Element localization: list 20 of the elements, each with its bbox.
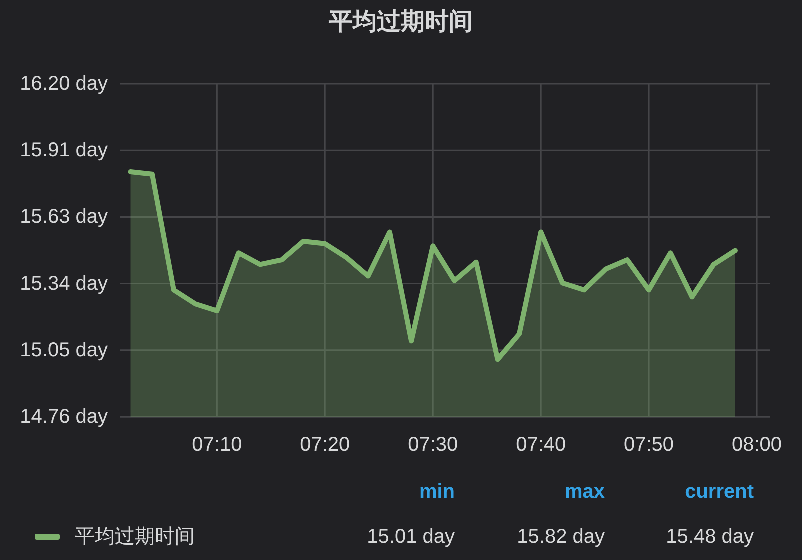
- text: 15.01 day: [367, 526, 455, 548]
- x-tick-label: 07:40: [516, 434, 566, 456]
- legend-label: 平均过期时间: [75, 526, 195, 548]
- y-tick-label: 15.34 day: [20, 272, 108, 295]
- chart-title: 平均过期时间: [328, 8, 473, 36]
- y-tick-label: 14.76 day: [20, 406, 108, 428]
- text: 15.48 day: [666, 526, 754, 548]
- text: 15.82 day: [517, 526, 605, 548]
- text: min: [419, 481, 455, 503]
- y-tick-label: 15.63 day: [20, 206, 108, 228]
- x-tick-label: 07:30: [408, 434, 458, 456]
- x-tick-label: 07:20: [300, 434, 350, 456]
- y-tick-label: 15.05 day: [20, 339, 108, 362]
- text: max: [564, 481, 605, 503]
- x-tick-label: 07:50: [624, 434, 674, 456]
- y-tick-label: 15.91 day: [20, 140, 108, 162]
- text: current: [685, 481, 754, 503]
- x-tick-label: 08:00: [732, 434, 782, 456]
- x-tick-label: 07:10: [192, 434, 242, 456]
- y-tick-label: 16.20 day: [20, 73, 108, 95]
